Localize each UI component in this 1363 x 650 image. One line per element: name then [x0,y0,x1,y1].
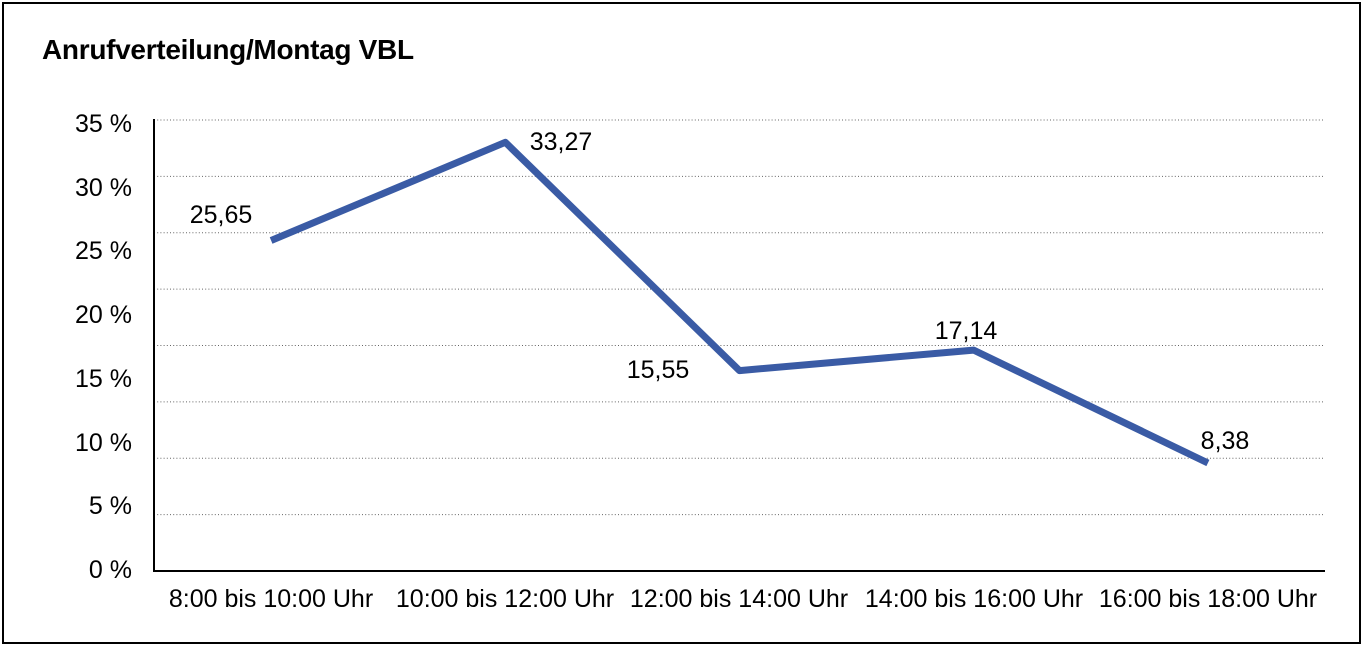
x-axis-category-label: 14:00 bis 16:00 Uhr [864,585,1084,613]
data-point-label: 25,65 [189,201,253,229]
data-point-label: 33,27 [529,128,593,156]
x-axis-category-label: 8:00 bis 10:00 Uhr [168,585,374,613]
line-chart [153,119,1325,572]
y-axis-tick-label: 35 % [75,110,132,138]
y-axis-tick-label: 15 % [75,364,132,393]
y-axis-tick-label: 0 % [88,556,132,584]
gridlines [154,119,1325,516]
data-point-label: 8,38 [1200,427,1250,455]
x-axis-category-label: 16:00 bis 18:00 Uhr [1098,585,1318,613]
x-axis-category-label: 10:00 bis 12:00 Uhr [395,585,615,613]
data-series-line [269,138,1210,467]
chart-title: Anrufverteilung/Montag VBL [42,34,414,65]
y-axis-tick-label: 5 % [88,492,132,521]
data-point-label: 15,55 [626,356,690,384]
y-axis-tick-label: 10 % [75,428,132,457]
y-axis-tick-label: 20 % [75,301,132,330]
y-axis-tick-label: 30 % [75,173,132,202]
y-axis-tick-label: 25 % [75,237,132,266]
data-point-label: 17,14 [934,317,998,345]
x-axis-category-label: 12:00 bis 14:00 Uhr [629,585,849,613]
